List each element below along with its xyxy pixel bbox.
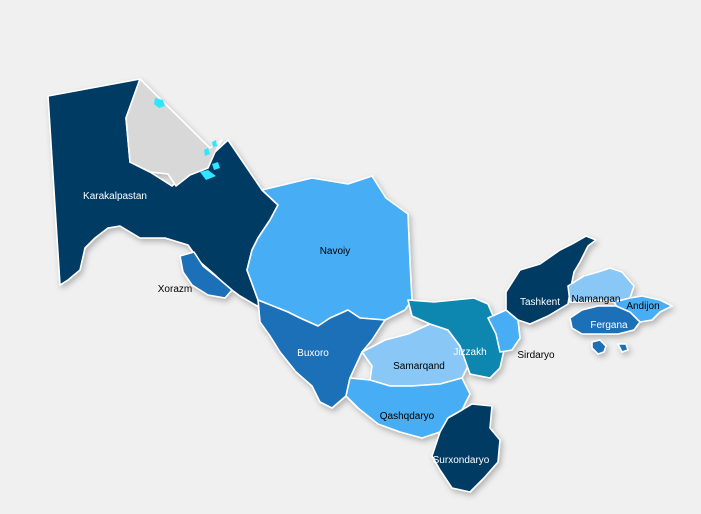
label-karakalpastan: Karakalpastan: [83, 191, 147, 202]
region-xorazm[interactable]: [179, 251, 233, 299]
region-tashkent[interactable]: [505, 235, 597, 325]
lake: [200, 170, 216, 180]
label-qashqdaryo: Qashqdaryo: [380, 411, 435, 422]
region-namangan[interactable]: [567, 267, 635, 303]
lake: [212, 140, 217, 147]
label-tashkent: Tashkent: [520, 297, 560, 308]
label-andijon: Andijon: [626, 301, 659, 312]
label-fergana: Fergana: [590, 320, 628, 331]
label-buxoro: Buxoro: [297, 348, 329, 359]
lake: [154, 98, 165, 108]
region-fergana-exclave[interactable]: [617, 343, 629, 353]
lake: [204, 148, 210, 156]
region-fergana-exclave[interactable]: [591, 339, 607, 355]
label-sirdaryo: Sirdaryo: [517, 350, 555, 361]
label-jizzakh: Jizzakh: [453, 347, 486, 358]
label-surxondaryo: Surxondaryo: [433, 455, 490, 466]
region-surxondaryo[interactable]: [431, 403, 501, 493]
lake: [212, 162, 220, 170]
label-xorazm: Xorazm: [158, 284, 192, 295]
label-namangan: Namangan: [572, 294, 621, 305]
aral-sea: [125, 78, 223, 187]
region-fergana[interactable]: [569, 305, 641, 335]
region-jizzakh[interactable]: [407, 297, 505, 379]
region-buxoro[interactable]: [257, 299, 386, 409]
label-samarqand: Samarqand: [393, 361, 445, 372]
label-navoiy: Navoiy: [320, 246, 351, 257]
